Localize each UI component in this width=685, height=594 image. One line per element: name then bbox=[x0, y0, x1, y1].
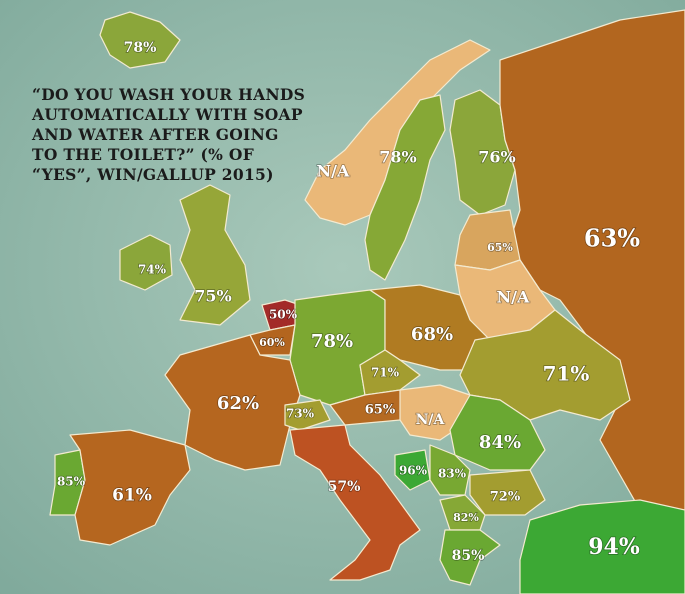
country-label: 82% bbox=[453, 511, 479, 524]
country bbox=[364, 94, 446, 281]
country-label: 71% bbox=[371, 366, 400, 380]
title-line: TO THE TOILET?” (% OF bbox=[32, 145, 254, 164]
country-label: 78% bbox=[311, 331, 353, 352]
country-label: 50% bbox=[269, 308, 298, 322]
country-label: 73% bbox=[286, 407, 315, 421]
country bbox=[304, 39, 491, 226]
country-label: 85% bbox=[452, 548, 485, 564]
country bbox=[439, 529, 501, 586]
title-line: AND WATER AFTER GOING bbox=[31, 125, 279, 144]
country bbox=[99, 11, 181, 69]
country-label: 84% bbox=[479, 432, 521, 453]
country bbox=[394, 449, 431, 491]
country bbox=[284, 399, 331, 431]
country bbox=[289, 424, 421, 581]
title-line: “DO YOU WASH YOUR HANDS bbox=[32, 85, 305, 104]
country-label: N/A bbox=[416, 412, 446, 428]
country-label: 78% bbox=[379, 148, 416, 167]
labels: 78% N/A 78% 76% 63% 65% N/A 74% 75% 50% 60% 78% 68% 7… bbox=[56, 39, 641, 565]
country-label: 96% bbox=[399, 464, 428, 478]
country-label: 74% bbox=[138, 263, 167, 277]
country-label: 62% bbox=[217, 393, 259, 414]
country-label: 75% bbox=[194, 287, 231, 306]
country-label: 85% bbox=[57, 475, 86, 489]
countries bbox=[49, 9, 685, 594]
country bbox=[119, 234, 173, 291]
country-label: 61% bbox=[112, 486, 152, 506]
country-label: 94% bbox=[588, 534, 640, 560]
country bbox=[449, 89, 516, 216]
country-label: 57% bbox=[328, 479, 361, 495]
country bbox=[499, 9, 685, 594]
title-line: AUTOMATICALLY WITH SOAP bbox=[31, 105, 303, 124]
country-label: 60% bbox=[259, 336, 285, 349]
country-label: N/A bbox=[497, 288, 530, 307]
country-label: 72% bbox=[490, 490, 521, 505]
country-label: 76% bbox=[478, 148, 515, 167]
country-label: N/A bbox=[317, 162, 350, 181]
country bbox=[179, 184, 251, 326]
country bbox=[519, 499, 685, 594]
country bbox=[164, 334, 301, 471]
country-label: 65% bbox=[365, 403, 396, 418]
country bbox=[439, 494, 486, 531]
country-label: 83% bbox=[438, 467, 467, 481]
country bbox=[69, 429, 191, 546]
country-label: 68% bbox=[411, 324, 453, 345]
country-label: 65% bbox=[487, 241, 513, 254]
country-label: 78% bbox=[124, 40, 157, 56]
country-label: 71% bbox=[543, 362, 590, 386]
country-label: 63% bbox=[584, 224, 640, 253]
title-line: “YES”, WIN/GALLUP 2015) bbox=[32, 165, 274, 184]
country bbox=[469, 469, 546, 516]
